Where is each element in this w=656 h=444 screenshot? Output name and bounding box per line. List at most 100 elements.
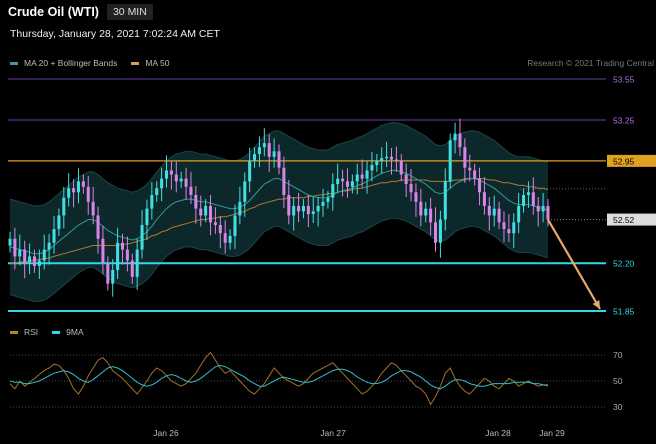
candle-body [13, 238, 17, 257]
candle-body [37, 260, 41, 266]
candle-body [199, 208, 203, 216]
candle-body [287, 195, 291, 216]
candle-body [253, 154, 257, 161]
candle-body [482, 192, 486, 206]
candle-body [375, 160, 379, 165]
candle-body [522, 195, 526, 206]
legend-9ma-label: 9MA [66, 327, 84, 337]
rsi-line [9, 351, 549, 406]
x-tick-label: Jan 27 [320, 428, 346, 438]
level-label-52.20: 52.20 [613, 259, 635, 269]
candle-body [76, 181, 80, 193]
level-label-53.55: 53.55 [613, 75, 635, 85]
candle-body [429, 208, 433, 223]
candle-body [536, 205, 540, 212]
candle-body [267, 143, 271, 157]
candle-body [174, 174, 178, 182]
level-label-52.52: 52.52 [613, 215, 635, 225]
candle-body [453, 133, 457, 141]
candle-body [517, 205, 521, 223]
candle-body [160, 178, 164, 189]
candle-body [394, 159, 398, 161]
candle-body [507, 229, 511, 234]
ma20-swatch [10, 61, 18, 65]
candle-body [91, 201, 95, 216]
candle-body [257, 147, 261, 155]
level-label-52.95: 52.95 [613, 156, 635, 166]
forecast-arrowhead [592, 300, 600, 309]
candle-body [546, 205, 550, 220]
candle-body [458, 133, 462, 148]
candle-body [502, 222, 506, 230]
candle-body [223, 233, 227, 243]
candle-body [321, 201, 325, 206]
candle-body [389, 156, 394, 160]
candle-body [262, 143, 266, 148]
candle-body [336, 178, 340, 185]
candle-body [473, 170, 477, 179]
candle-body [487, 205, 491, 216]
candle-body [233, 215, 237, 236]
candle-body [28, 256, 32, 264]
candle-body [448, 140, 452, 182]
candle-body [478, 178, 482, 193]
candle-body [424, 208, 428, 216]
candle-body [311, 211, 315, 215]
candle-body [32, 256, 36, 266]
candle-body [8, 238, 12, 246]
candle-body [331, 184, 335, 198]
candle-body [140, 225, 144, 250]
candle-body [404, 174, 408, 185]
x-tick-label: Jan 28 [485, 428, 511, 438]
candle-body [492, 208, 496, 216]
legend-ma20-label: MA 20 + Bollinger Bands [24, 58, 118, 68]
chart-title: Crude Oil (WTI) [8, 5, 99, 19]
candle-body [184, 178, 188, 187]
rsi-tick-30: 30 [613, 402, 623, 412]
candle-body [272, 151, 276, 157]
candle-body [316, 205, 320, 212]
candle-body [101, 238, 105, 264]
candle-body [355, 174, 359, 182]
candle-body [125, 249, 129, 261]
candle-body [243, 181, 247, 202]
rsi-9ma-line [9, 364, 548, 390]
candle-body [326, 197, 330, 202]
candle-body [111, 270, 115, 284]
candle-body [512, 222, 516, 234]
candle-body [345, 181, 349, 187]
candle-body [282, 167, 286, 195]
candle-body [57, 215, 61, 230]
level-tag-52.52 [607, 213, 656, 226]
candle-body [194, 195, 198, 209]
candle-body [120, 242, 125, 250]
timeframe-button[interactable]: 30 MIN [106, 4, 153, 20]
candle-body [380, 158, 384, 161]
candle-body [52, 229, 56, 243]
candle-body [23, 249, 27, 264]
candle-body [370, 164, 374, 171]
candle-body [238, 201, 242, 216]
candle-body [130, 260, 134, 277]
rsi9-swatch [52, 330, 61, 334]
candle-body [106, 263, 110, 284]
bollinger-upper [9, 122, 549, 207]
candle-body [228, 235, 232, 243]
candle-body [463, 147, 467, 168]
candle-body [438, 219, 442, 243]
x-tick-label: Jan 29 [539, 428, 565, 438]
price-legend: MA 20 + Bollinger Bands MA 50 [10, 58, 169, 68]
candle-body [81, 181, 85, 187]
candle-body [409, 184, 413, 193]
candle-body [47, 242, 51, 250]
candle-body [169, 170, 173, 175]
candle-body [341, 178, 345, 182]
candle-body [419, 201, 423, 216]
candle-body [164, 170, 169, 179]
candle-body [218, 225, 222, 234]
candle-body [209, 205, 213, 223]
level-label-51.85: 51.85 [613, 307, 635, 317]
candle-body [42, 249, 46, 261]
rsi-swatch [10, 330, 18, 334]
